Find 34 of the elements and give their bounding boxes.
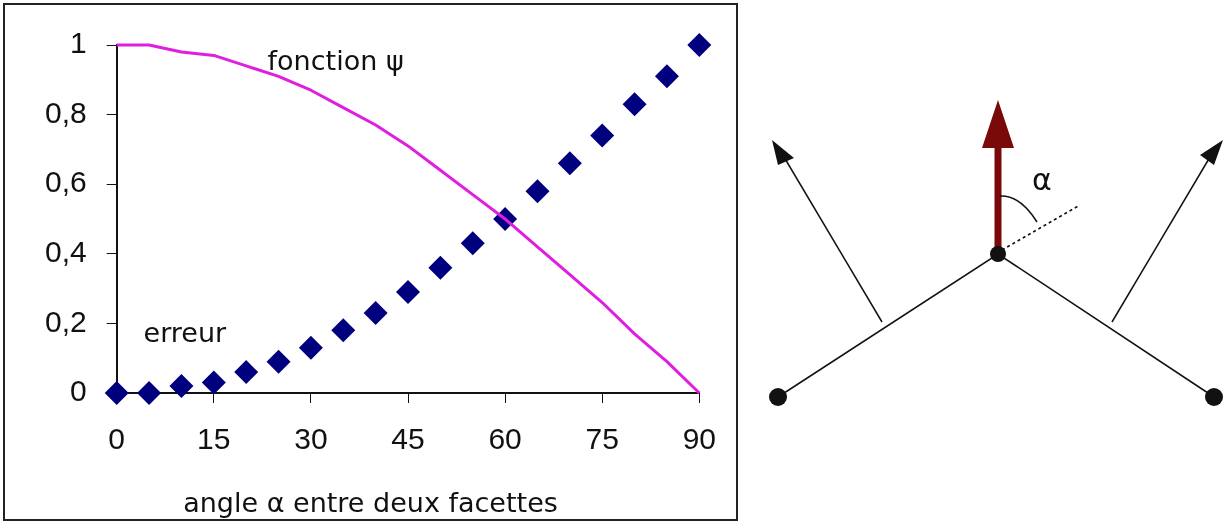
point bbox=[137, 381, 162, 405]
point bbox=[266, 349, 291, 374]
x-tick-label: 0 bbox=[108, 422, 126, 456]
series-label: erreur bbox=[143, 317, 228, 349]
x-axis-title: angle α entre deux facettes bbox=[182, 487, 559, 518]
point bbox=[590, 123, 615, 148]
y-tick-label: 0 bbox=[70, 374, 87, 408]
point bbox=[525, 179, 550, 204]
x-tick-label: 30 bbox=[294, 422, 328, 456]
point bbox=[104, 381, 129, 405]
point bbox=[687, 33, 712, 57]
point bbox=[201, 370, 226, 395]
y-tick-label: 1 bbox=[70, 26, 87, 60]
point bbox=[331, 318, 356, 343]
y-tick-label: 0,2 bbox=[44, 304, 87, 338]
x-tick-label: 90 bbox=[682, 422, 716, 456]
point bbox=[363, 300, 388, 325]
x-tick-label: 45 bbox=[391, 422, 425, 456]
point bbox=[654, 64, 679, 89]
y-tick-label: 0,4 bbox=[44, 235, 87, 269]
x-tick-label: 15 bbox=[197, 422, 231, 456]
point bbox=[298, 335, 323, 360]
point bbox=[557, 151, 582, 176]
x-tick-label: 75 bbox=[585, 422, 619, 456]
series-label: fonction ψ bbox=[267, 45, 404, 76]
point bbox=[428, 255, 453, 280]
y-tick-label: 0,8 bbox=[44, 95, 87, 129]
point bbox=[396, 280, 421, 305]
y-tick-label: 0,6 bbox=[44, 165, 87, 199]
point bbox=[460, 231, 485, 256]
point bbox=[622, 92, 647, 117]
point bbox=[169, 374, 194, 399]
x-tick-label: 60 bbox=[488, 422, 522, 456]
point bbox=[234, 360, 259, 385]
